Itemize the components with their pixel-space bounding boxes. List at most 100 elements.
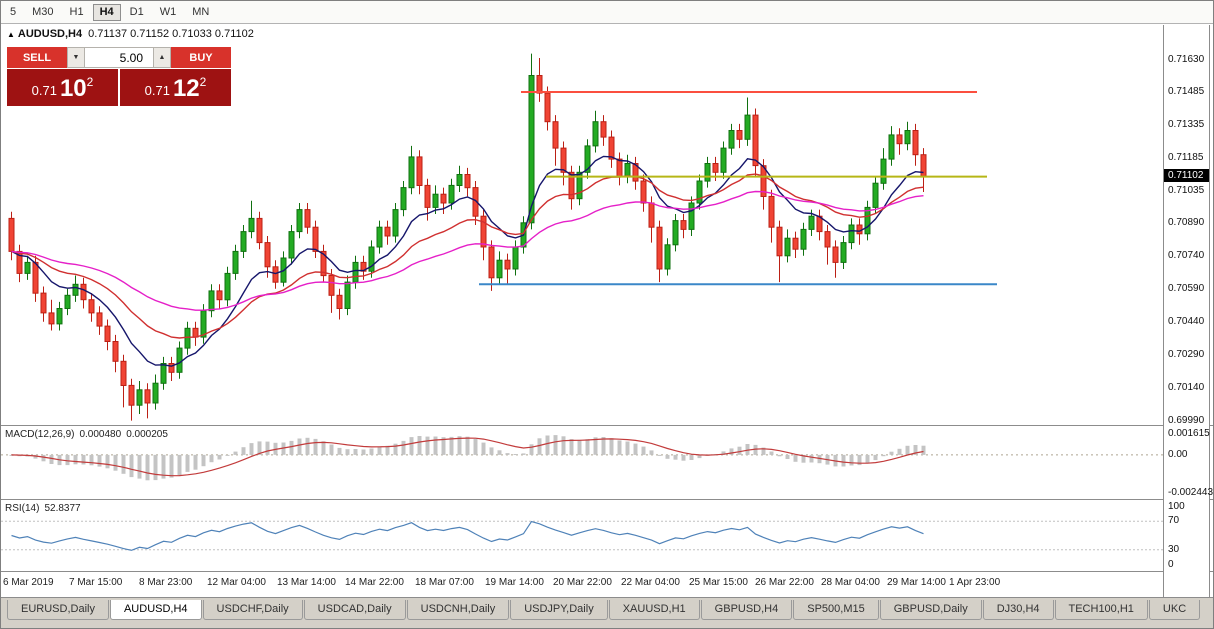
time-axis-label: 13 Mar 14:00 bbox=[277, 577, 336, 588]
candlestick-layer bbox=[8, 53, 927, 421]
tab-gbpusd-h4[interactable]: GBPUSD,H4 bbox=[700, 600, 793, 620]
timeframe-h4[interactable]: H4 bbox=[92, 3, 121, 21]
time-axis-label: 29 Mar 14:00 bbox=[887, 577, 946, 588]
tab-dj30-h4[interactable]: DJ30,H4 bbox=[982, 600, 1054, 620]
trade-panel-price-row: 0.71 10 2 0.71 12 2 bbox=[7, 69, 231, 106]
price-scale-label: 0.70140 bbox=[1168, 382, 1205, 393]
ma-fast-line bbox=[11, 155, 924, 367]
sell-button[interactable]: SELL bbox=[7, 47, 67, 68]
time-axis-label: 28 Mar 04:00 bbox=[821, 577, 880, 588]
tab-usdchf-daily[interactable]: USDCHF,Daily bbox=[202, 600, 303, 620]
price-chart-pane[interactable] bbox=[1, 25, 1163, 425]
price-scale-label: 0.70440 bbox=[1168, 316, 1205, 327]
buy-price-display[interactable]: 0.71 12 2 bbox=[120, 69, 231, 106]
tab-usdjpy-daily[interactable]: USDJPY,Daily bbox=[510, 600, 608, 620]
macd-indicator-pane[interactable] bbox=[1, 426, 1163, 499]
rsi-scale-label: 100 bbox=[1168, 501, 1185, 512]
buy-price-big: 12 bbox=[172, 75, 200, 102]
timeframe-w1[interactable]: W1 bbox=[159, 5, 177, 18]
trade-panel-top-row: SELL ▼ 5.00 ▲ BUY bbox=[7, 47, 231, 68]
one-click-trading-panel: SELL ▼ 5.00 ▲ BUY 0.71 10 2 0.71 12 2 bbox=[7, 47, 231, 106]
macd-scale-label: -0.002443 bbox=[1168, 487, 1214, 498]
tab-sp500-m15[interactable]: SP500,M15 bbox=[793, 600, 879, 620]
price-scale-label: 0.71630 bbox=[1168, 54, 1205, 65]
rsi-indicator-pane[interactable] bbox=[1, 500, 1163, 571]
rsi-name: RSI(14) bbox=[5, 503, 40, 514]
current-price-tag: 0.71102 bbox=[1164, 169, 1209, 182]
rsi-scale-label: 70 bbox=[1168, 515, 1180, 526]
time-axis-label: 14 Mar 22:00 bbox=[345, 577, 404, 588]
macd-main-value: 0.000480 bbox=[79, 429, 122, 440]
time-axis-label: 25 Mar 15:00 bbox=[689, 577, 748, 588]
macd-signal-line bbox=[11, 437, 924, 477]
time-axis-label: 1 Apr 23:00 bbox=[949, 577, 1001, 588]
chart-tab-bar: EURUSD,Daily AUDUSD,H4 USDCHF,Daily USDCAD,… bbox=[1, 597, 1213, 628]
buy-price-main: 0.71 bbox=[144, 83, 170, 98]
tab-ukc[interactable]: UKC bbox=[1148, 600, 1201, 620]
time-axis-label: 6 Mar 2019 bbox=[3, 577, 54, 588]
tab-usdcad-daily[interactable]: USDCAD,Daily bbox=[303, 600, 406, 620]
time-axis-label: 8 Mar 23:00 bbox=[139, 577, 193, 588]
price-scale-label: 0.71485 bbox=[1168, 86, 1205, 97]
tab-xauusd-h1[interactable]: XAUUSD,H1 bbox=[608, 600, 700, 620]
price-scale-label: 0.71185 bbox=[1168, 152, 1204, 163]
tab-eurusd-daily[interactable]: EURUSD,Daily bbox=[7, 600, 109, 620]
price-scale-label: 0.70290 bbox=[1168, 349, 1205, 360]
sell-price-main: 0.71 bbox=[31, 83, 57, 98]
timeframe-d1[interactable]: D1 bbox=[129, 5, 144, 18]
sell-price-big: 10 bbox=[59, 75, 87, 102]
rsi-line bbox=[11, 520, 924, 551]
pane-separator bbox=[1, 571, 1213, 572]
sell-price-display[interactable]: 0.71 10 2 bbox=[7, 69, 118, 106]
time-axis-label: 7 Mar 15:00 bbox=[69, 577, 123, 588]
rsi-value: 52.8377 bbox=[44, 503, 81, 514]
rsi-scale-label: 0 bbox=[1168, 559, 1174, 570]
volume-input[interactable]: 5.00 bbox=[85, 47, 153, 68]
chart-symbol-label: AUDUSD,H4 bbox=[17, 28, 83, 40]
macd-scale-label: 0.001615 bbox=[1168, 428, 1210, 439]
pane-separator[interactable] bbox=[1, 499, 1213, 500]
time-axis-label: 22 Mar 04:00 bbox=[621, 577, 680, 588]
time-axis-label: 19 Mar 14:00 bbox=[485, 577, 544, 588]
timeframe-mn[interactable]: MN bbox=[192, 5, 210, 18]
price-scale-label: 0.70740 bbox=[1168, 250, 1205, 261]
window-edge-divider bbox=[1209, 25, 1210, 597]
time-axis[interactable]: 6 Mar 2019 7 Mar 15:00 8 Mar 23:00 12 Mar 0… bbox=[1, 572, 1163, 597]
tab-gbpusd-daily[interactable]: GBPUSD,Daily bbox=[879, 600, 982, 620]
time-axis-label: 12 Mar 04:00 bbox=[207, 577, 266, 588]
volume-decrease-button[interactable]: ▼ bbox=[67, 47, 85, 68]
macd-histogram bbox=[9, 435, 926, 481]
timeframe-m30[interactable]: M30 bbox=[32, 5, 54, 18]
pane-separator[interactable] bbox=[1, 425, 1213, 426]
timeframe-5[interactable]: 5 bbox=[10, 5, 17, 18]
buy-button[interactable]: BUY bbox=[171, 47, 231, 68]
price-scale-label: 0.70890 bbox=[1168, 217, 1205, 228]
chart-ohlc-values: 0.71137 0.71152 0.71033 0.71102 bbox=[88, 28, 254, 40]
volume-increase-button[interactable]: ▲ bbox=[153, 47, 171, 68]
time-axis-label: 26 Mar 22:00 bbox=[755, 577, 814, 588]
ma-slow-line bbox=[11, 190, 924, 311]
timeframe-h1[interactable]: H1 bbox=[69, 5, 84, 18]
sell-price-pipette: 2 bbox=[86, 75, 94, 89]
price-scale-label: 0.71035 bbox=[1168, 185, 1205, 196]
macd-scale-label: 0.00 bbox=[1168, 449, 1188, 460]
tab-usdcnh-daily[interactable]: USDCNH,Daily bbox=[406, 600, 510, 620]
price-scale-label: 0.70590 bbox=[1168, 283, 1205, 294]
tab-tech100-h1[interactable]: TECH100,H1 bbox=[1054, 600, 1148, 620]
macd-indicator-label: MACD(12,26,9) 0.000480 0.000205 bbox=[5, 429, 173, 440]
time-axis-label: 20 Mar 22:00 bbox=[553, 577, 612, 588]
rsi-scale-label: 30 bbox=[1168, 544, 1180, 555]
rsi-indicator-label: RSI(14) 52.8377 bbox=[5, 503, 86, 514]
time-axis-label: 18 Mar 07:00 bbox=[415, 577, 474, 588]
price-scale-label: 0.71335 bbox=[1168, 119, 1205, 130]
buy-price-pipette: 2 bbox=[199, 75, 207, 89]
ma-mid-line bbox=[11, 173, 924, 339]
timeframe-bar: 5 M30 H1 H4 D1 W1 MN bbox=[1, 1, 1213, 24]
price-scale-label: 0.69990 bbox=[1168, 415, 1205, 426]
price-scale[interactable]: 0.71630 0.71485 0.71335 0.71185 0.71035 0.708… bbox=[1164, 25, 1213, 573]
tab-audusd-h4[interactable]: AUDUSD,H4 bbox=[109, 600, 202, 620]
chart-symbol-icon: ▲ bbox=[7, 30, 15, 39]
chart-header: ▲ AUDUSD,H4 0.71137 0.71152 0.71033 0.7110… bbox=[7, 28, 254, 40]
price-scale-divider bbox=[1163, 25, 1164, 597]
